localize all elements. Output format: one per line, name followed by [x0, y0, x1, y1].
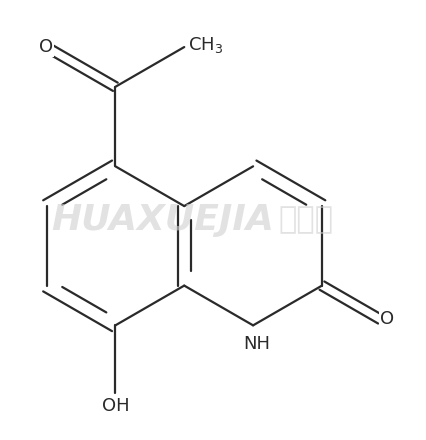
Text: HUAXUEJIA: HUAXUEJIA	[52, 203, 274, 237]
Text: NH: NH	[243, 335, 270, 353]
Text: O: O	[39, 38, 53, 56]
Text: O: O	[379, 310, 393, 328]
Text: 化学加: 化学加	[278, 205, 333, 235]
Text: CH$_3$: CH$_3$	[188, 36, 223, 55]
Text: OH: OH	[101, 397, 129, 415]
